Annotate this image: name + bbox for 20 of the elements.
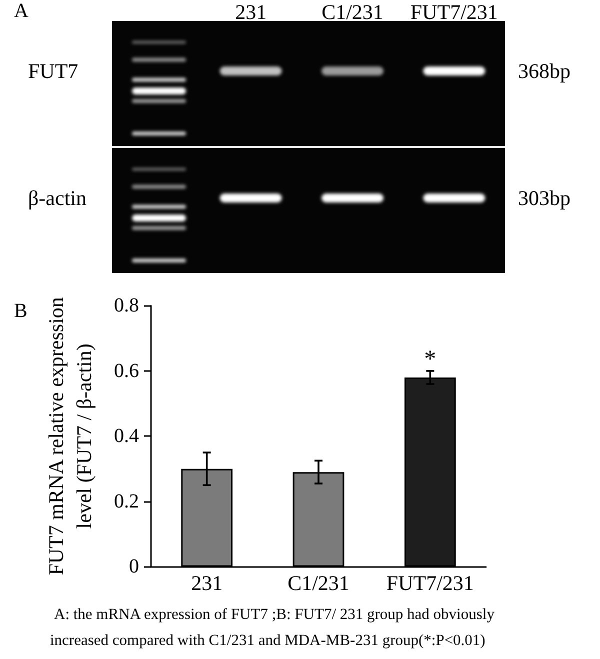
y-tick-label: 0.2 bbox=[114, 490, 139, 512]
category-label: 303bp bbox=[518, 186, 570, 210]
x-tick-label: FUT7/231 bbox=[386, 571, 474, 596]
category-label: β-actin bbox=[28, 186, 86, 210]
chart-title: B bbox=[14, 300, 28, 322]
category-label: C1/231 bbox=[322, 0, 384, 24]
y-tick-label: 0.4 bbox=[114, 425, 139, 448]
category-label: 231 bbox=[235, 0, 267, 24]
category-label: FUT7/231 bbox=[410, 0, 498, 24]
y-tick-label: 0.6 bbox=[114, 360, 139, 382]
y-tick-label: 0.8 bbox=[114, 294, 139, 317]
text: A: the mRNA expression of FUT7 ;B: FUT7/ 231 group had obviously increased compared with C1/231 and MDA-MB-231 group(*:P<0.01) bbox=[50, 605, 496, 651]
category-label: 368bp bbox=[518, 59, 570, 83]
x-tick-label: 231 bbox=[191, 571, 223, 596]
x-tick-label: C1/231 bbox=[288, 571, 350, 596]
annotation: * bbox=[424, 346, 436, 372]
y-axis-title: FUT7 mRNA relative expression level (FUT7 / β-actin) bbox=[44, 296, 96, 576]
category-label: FUT7 bbox=[28, 59, 78, 83]
y-tick-label: 0 bbox=[129, 556, 139, 578]
text: A bbox=[14, 0, 28, 22]
